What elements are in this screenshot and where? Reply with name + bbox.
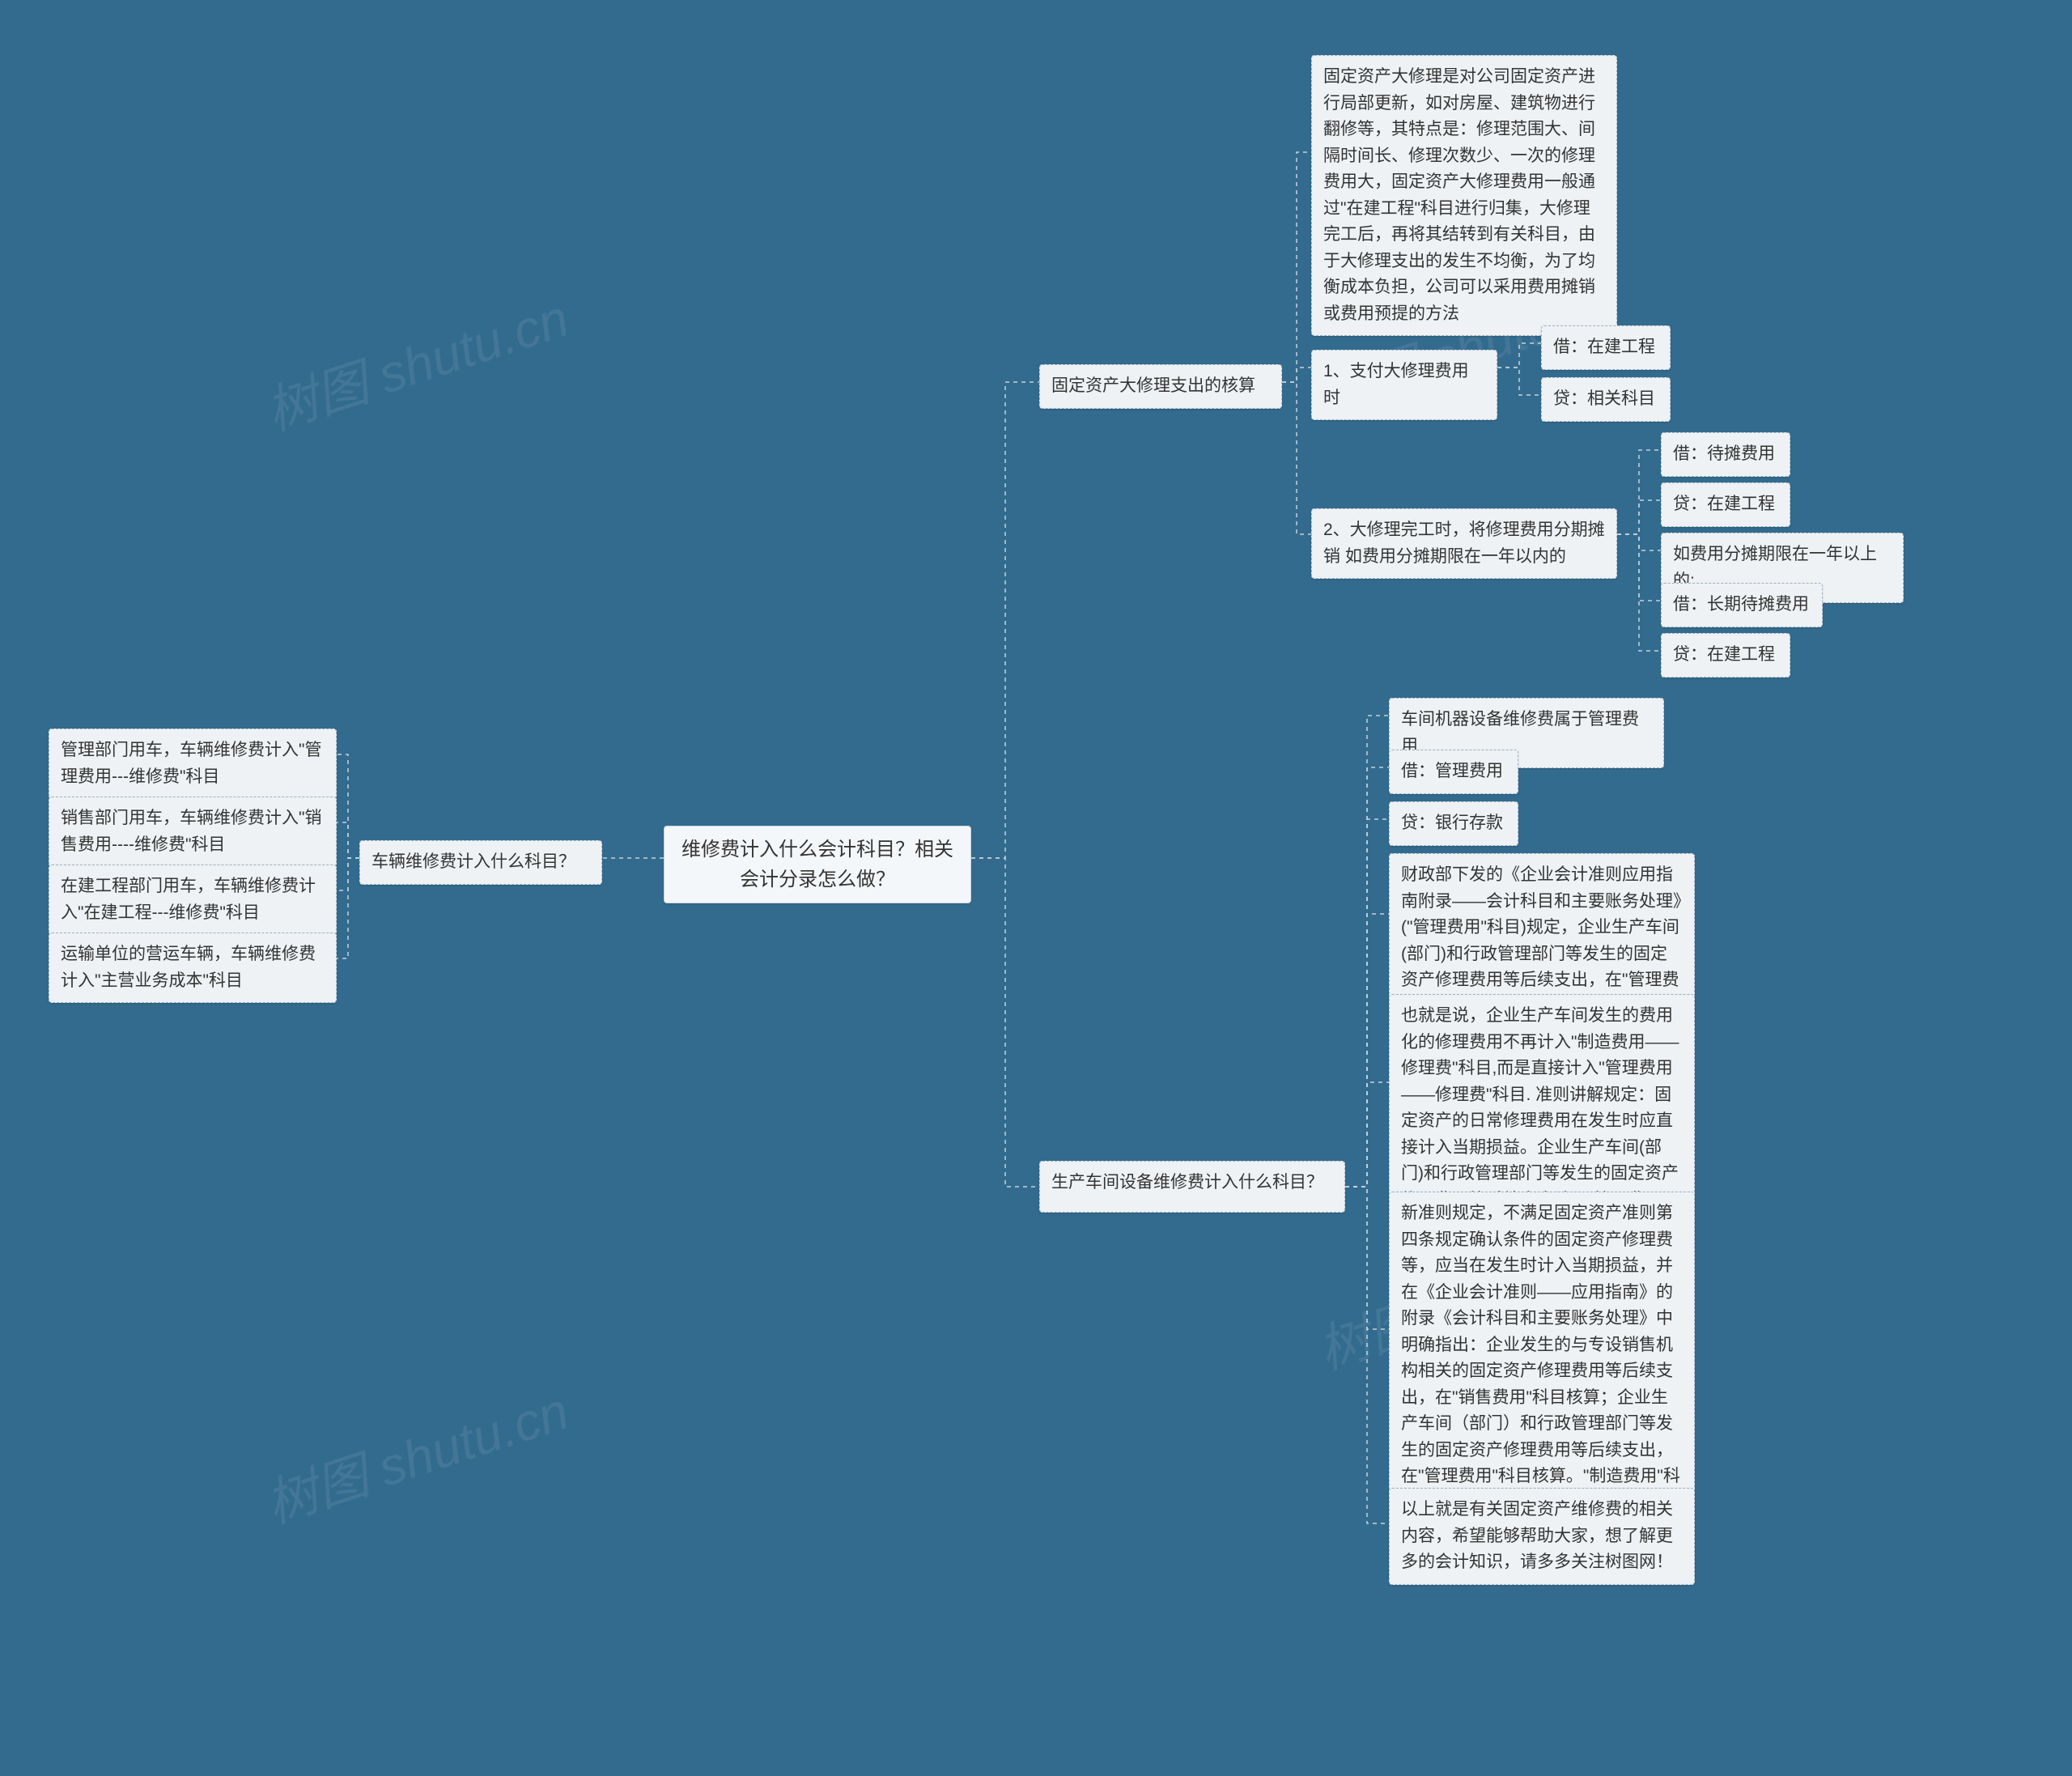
branch-workshop: 生产车间设备维修费计入什么科目？ [1039, 1161, 1345, 1213]
watermark: 树图 shutu.cn [255, 1370, 576, 1537]
leaf-r1c5: 贷：在建工程 [1661, 633, 1790, 678]
leaf-r1b2: 贷：相关科目 [1541, 377, 1671, 422]
center-node: 维修费计入什么会计科目？相关会计分录怎么做？ [664, 826, 971, 903]
leaf-r1c1: 借：待摊费用 [1661, 432, 1790, 477]
leaf-r1b: 1、支付大修理费用时 [1311, 350, 1497, 420]
leaf-r1c4: 借：长期待摊费用 [1661, 583, 1823, 627]
leaf-r1c: 2、大修理完工时，将修理费用分期摊销 如费用分摊期限在一年以内的 [1311, 508, 1617, 579]
leaf-l4: 运输单位的营运车辆，车辆维修费计入"主营业务成本"科目 [49, 933, 337, 1003]
leaf-r1a: 固定资产大修理是对公司固定资产进行局部更新，如对房屋、建筑物进行翻修等，其特点是… [1311, 55, 1617, 336]
leaf-r2c: 贷：银行存款 [1389, 801, 1518, 846]
branch-vehicle: 车辆维修费计入什么科目？ [359, 840, 602, 885]
watermark: 树图 shutu.cn [255, 277, 576, 444]
leaf-r2g: 以上就是有关固定资产维修费的相关内容，希望能够帮助大家，想了解更多的会计知识，请… [1389, 1488, 1695, 1585]
branch-fixed-asset: 固定资产大修理支出的核算 [1039, 364, 1282, 409]
leaf-r2b: 借：管理费用 [1389, 750, 1518, 794]
leaf-l3: 在建工程部门用车，车辆维修费计入"在建工程---维修费"科目 [49, 865, 337, 935]
leaf-r1b1: 借：在建工程 [1541, 325, 1671, 370]
leaf-r1c2: 贷：在建工程 [1661, 482, 1790, 527]
leaf-l2: 销售部门用车，车辆维修费计入"销售费用----维修费"科目 [49, 797, 337, 867]
leaf-l1: 管理部门用车，车辆维修费计入"管理费用---维修费"科目 [49, 729, 337, 799]
